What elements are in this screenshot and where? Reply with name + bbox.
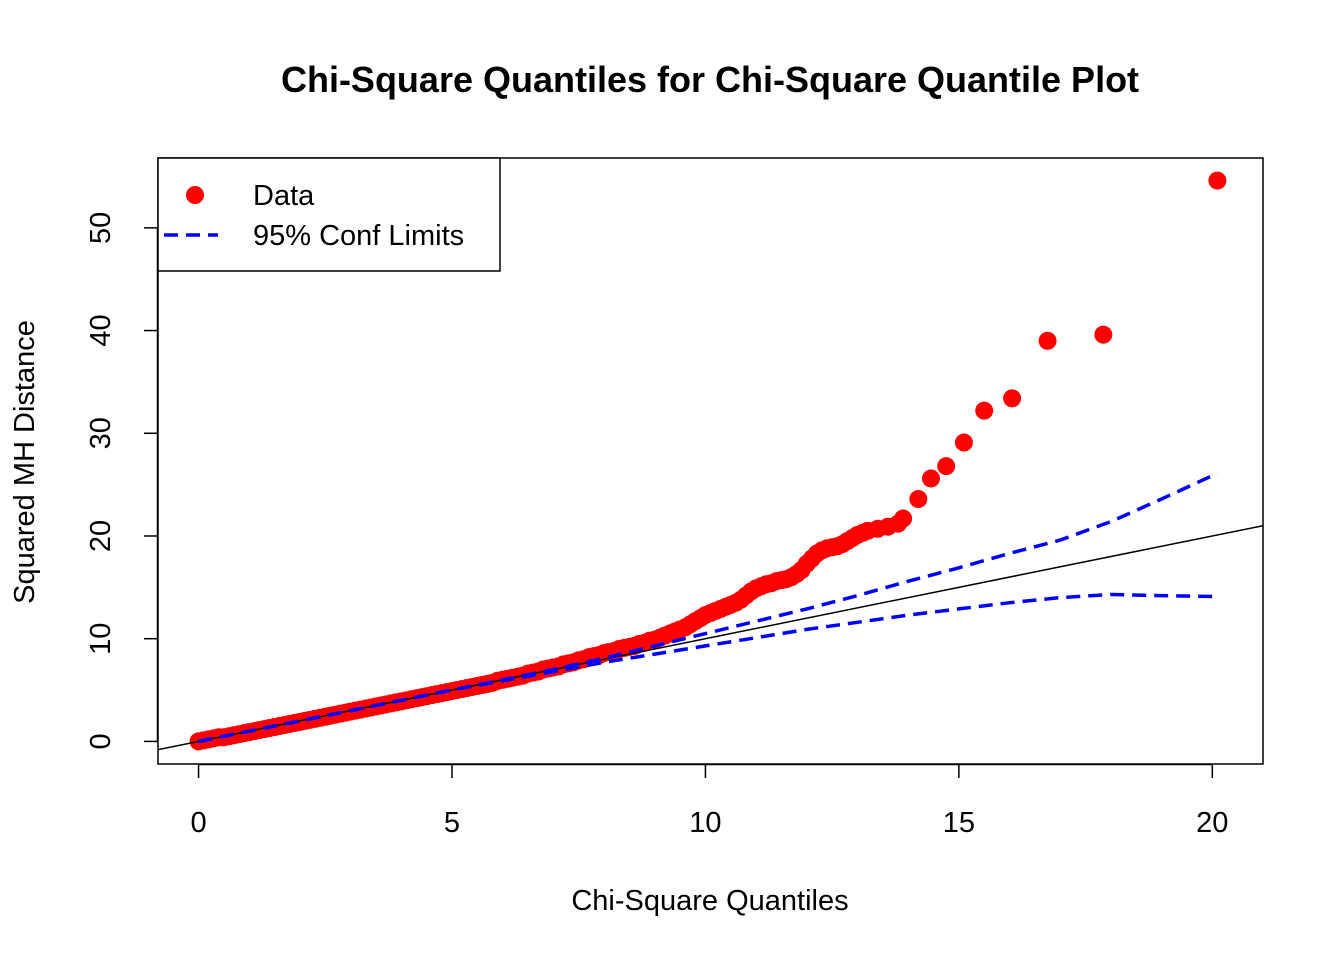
- data-point: [909, 490, 928, 509]
- chart-title: Chi-Square Quantiles for Chi-Square Quan…: [281, 59, 1139, 100]
- y-axis: 0 10 20 30 40 50: [85, 212, 159, 749]
- y-tick-label: 40: [85, 314, 117, 346]
- y-tick-label: 30: [85, 417, 117, 449]
- data-point: [1094, 325, 1113, 344]
- data-point: [975, 401, 994, 420]
- reference-line: [158, 524, 1263, 751]
- y-tick-label: 20: [85, 520, 117, 552]
- y-tick-label: 50: [85, 212, 117, 244]
- legend-box: [157, 157, 501, 272]
- data-point: [894, 509, 913, 528]
- legend: Data 95% Conf Limits: [157, 157, 501, 272]
- x-tick-label: 10: [689, 807, 721, 839]
- x-tick-label: 15: [943, 807, 975, 839]
- x-axis: 0 5 10 15 20: [190, 763, 1228, 839]
- x-tick-label: 0: [190, 807, 206, 839]
- x-axis-label: Chi-Square Quantiles: [571, 885, 848, 917]
- legend-data-label: Data: [253, 180, 315, 212]
- legend-conf-limit-label: 95% Conf Limits: [253, 220, 464, 252]
- y-tick-label: 10: [85, 623, 117, 655]
- x-tick-label: 20: [1196, 807, 1228, 839]
- data-point: [1208, 171, 1227, 190]
- data-point: [1038, 331, 1057, 350]
- y-tick-label: 0: [85, 733, 117, 749]
- conf-limit-lower-limit: [198, 592, 1218, 744]
- y-axis-label: Squared MH Distance: [9, 320, 41, 604]
- data-point: [954, 433, 973, 452]
- data-point: [937, 457, 956, 476]
- legend-data-marker: [186, 186, 204, 204]
- plot-area: [158, 171, 1263, 751]
- conf-limit-upper-limit: [198, 471, 1219, 744]
- data-point: [1003, 389, 1022, 408]
- data-point: [921, 469, 940, 488]
- x-tick-label: 5: [444, 807, 460, 839]
